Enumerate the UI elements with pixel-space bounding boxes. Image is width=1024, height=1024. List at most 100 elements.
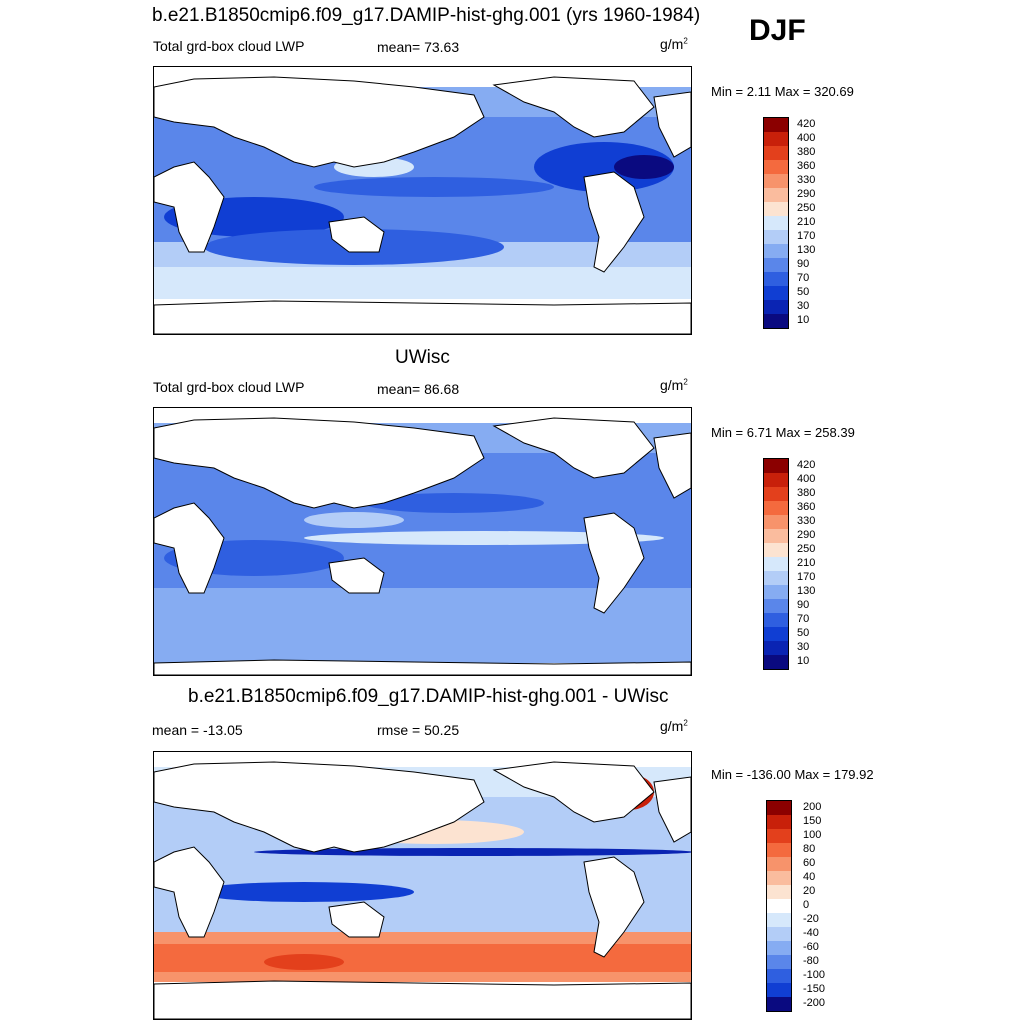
colorbar-swatch bbox=[764, 202, 788, 216]
colorbar-level-label: 210 bbox=[797, 557, 816, 570]
colorbar-swatch bbox=[764, 258, 788, 272]
colorbar-level-label: 10 bbox=[797, 655, 810, 668]
panel3-mean: mean = -13.05 bbox=[152, 722, 243, 738]
panel2-title: UWisc bbox=[395, 347, 450, 368]
colorbar-swatch bbox=[767, 815, 791, 829]
colorbar-level-label: 50 bbox=[797, 627, 810, 640]
colorbar-level-label: -100 bbox=[803, 969, 826, 982]
panel1-colorbar bbox=[763, 117, 789, 329]
colorbar-swatch bbox=[767, 857, 791, 871]
colorbar-swatch bbox=[764, 627, 788, 641]
colorbar-swatch bbox=[767, 829, 791, 843]
colorbar-swatch bbox=[764, 146, 788, 160]
panel3-rmse: rmse = 50.25 bbox=[377, 722, 460, 738]
panel1-unit: g/m2 bbox=[660, 36, 688, 52]
colorbar-level-label: 30 bbox=[797, 300, 810, 313]
panel2-minmax: Min = 6.71 Max = 258.39 bbox=[711, 425, 855, 440]
colorbar-swatch bbox=[767, 969, 791, 983]
panel1-map bbox=[153, 66, 692, 335]
colorbar-level-label: 200 bbox=[803, 801, 822, 814]
colorbar-swatch bbox=[764, 515, 788, 529]
colorbar-level-label: 400 bbox=[797, 132, 816, 145]
colorbar-swatch bbox=[767, 955, 791, 969]
colorbar-swatch bbox=[764, 473, 788, 487]
panel2-colorbar bbox=[763, 458, 789, 670]
colorbar-level-label: 90 bbox=[797, 258, 810, 271]
colorbar-level-label: -60 bbox=[803, 941, 819, 954]
colorbar-swatch bbox=[767, 941, 791, 955]
panel3-map bbox=[153, 751, 692, 1020]
panel3-unit: g/m2 bbox=[660, 718, 688, 734]
colorbar-level-label: -20 bbox=[803, 913, 819, 926]
colorbar-level-label: 420 bbox=[797, 118, 816, 131]
colorbar-level-label: 50 bbox=[797, 286, 810, 299]
colorbar-swatch bbox=[764, 613, 788, 627]
colorbar-level-label: 70 bbox=[797, 613, 810, 626]
colorbar-level-label: 360 bbox=[797, 501, 816, 514]
colorbar-swatch bbox=[764, 487, 788, 501]
season-label: DJF bbox=[749, 14, 806, 47]
colorbar-level-label: 330 bbox=[797, 174, 816, 187]
panel1-field-label: Total grd-box cloud LWP bbox=[153, 38, 305, 54]
colorbar-level-label: 330 bbox=[797, 515, 816, 528]
panel2-mean: mean= 86.68 bbox=[377, 381, 460, 397]
colorbar-swatch bbox=[764, 244, 788, 258]
colorbar-level-label: 420 bbox=[797, 459, 816, 472]
colorbar-swatch bbox=[767, 885, 791, 899]
colorbar-swatch bbox=[767, 871, 791, 885]
colorbar-level-label: 290 bbox=[797, 529, 816, 542]
colorbar-swatch bbox=[764, 571, 788, 585]
colorbar-level-label: 290 bbox=[797, 188, 816, 201]
colorbar-swatch bbox=[764, 459, 788, 473]
colorbar-level-label: 90 bbox=[797, 599, 810, 612]
panel2-unit: g/m2 bbox=[660, 377, 688, 393]
colorbar-swatch bbox=[764, 557, 788, 571]
colorbar-swatch bbox=[764, 501, 788, 515]
colorbar-level-label: 80 bbox=[803, 843, 816, 856]
colorbar-swatch bbox=[767, 997, 791, 1011]
colorbar-swatch bbox=[764, 132, 788, 146]
colorbar-swatch bbox=[764, 216, 788, 230]
colorbar-swatch bbox=[764, 599, 788, 613]
colorbar-swatch bbox=[764, 314, 788, 328]
colorbar-swatch bbox=[764, 160, 788, 174]
colorbar-level-label: -200 bbox=[803, 997, 826, 1010]
colorbar-level-label: 380 bbox=[797, 487, 816, 500]
colorbar-level-label: 60 bbox=[803, 857, 816, 870]
panel1-title: b.e21.B1850cmip6.f09_g17.DAMIP-hist-ghg.… bbox=[152, 5, 701, 26]
panel2-map bbox=[153, 407, 692, 676]
colorbar-swatch bbox=[764, 300, 788, 314]
colorbar-level-label: 250 bbox=[797, 543, 816, 556]
colorbar-swatch bbox=[764, 230, 788, 244]
colorbar-level-label: -80 bbox=[803, 955, 819, 968]
colorbar-level-label: -40 bbox=[803, 927, 819, 940]
colorbar-level-label: 150 bbox=[803, 815, 822, 828]
colorbar-swatch bbox=[767, 927, 791, 941]
colorbar-swatch bbox=[764, 174, 788, 188]
colorbar-level-label: 30 bbox=[797, 641, 810, 654]
colorbar-swatch bbox=[767, 983, 791, 997]
colorbar-swatch bbox=[764, 543, 788, 557]
panel3-minmax: Min = -136.00 Max = 179.92 bbox=[711, 767, 874, 782]
colorbar-level-label: 100 bbox=[803, 829, 822, 842]
colorbar-level-label: 360 bbox=[797, 160, 816, 173]
panel1-minmax: Min = 2.11 Max = 320.69 bbox=[711, 84, 854, 99]
colorbar-level-label: 10 bbox=[797, 314, 810, 327]
colorbar-level-label: 250 bbox=[797, 202, 816, 215]
colorbar-swatch bbox=[764, 286, 788, 300]
panel3-title: b.e21.B1850cmip6.f09_g17.DAMIP-hist-ghg.… bbox=[188, 686, 669, 707]
colorbar-level-label: 20 bbox=[803, 885, 816, 898]
colorbar-swatch bbox=[764, 529, 788, 543]
colorbar-level-label: 170 bbox=[797, 571, 816, 584]
colorbar-swatch bbox=[767, 843, 791, 857]
colorbar-level-label: 130 bbox=[797, 244, 816, 257]
colorbar-level-label: 0 bbox=[803, 899, 810, 912]
colorbar-swatch bbox=[764, 118, 788, 132]
colorbar-level-label: 170 bbox=[797, 230, 816, 243]
colorbar-level-label: 70 bbox=[797, 272, 810, 285]
colorbar-swatch bbox=[764, 188, 788, 202]
colorbar-level-label: 40 bbox=[803, 871, 816, 884]
colorbar-swatch bbox=[767, 899, 791, 913]
colorbar-level-label: 130 bbox=[797, 585, 816, 598]
colorbar-swatch bbox=[764, 585, 788, 599]
